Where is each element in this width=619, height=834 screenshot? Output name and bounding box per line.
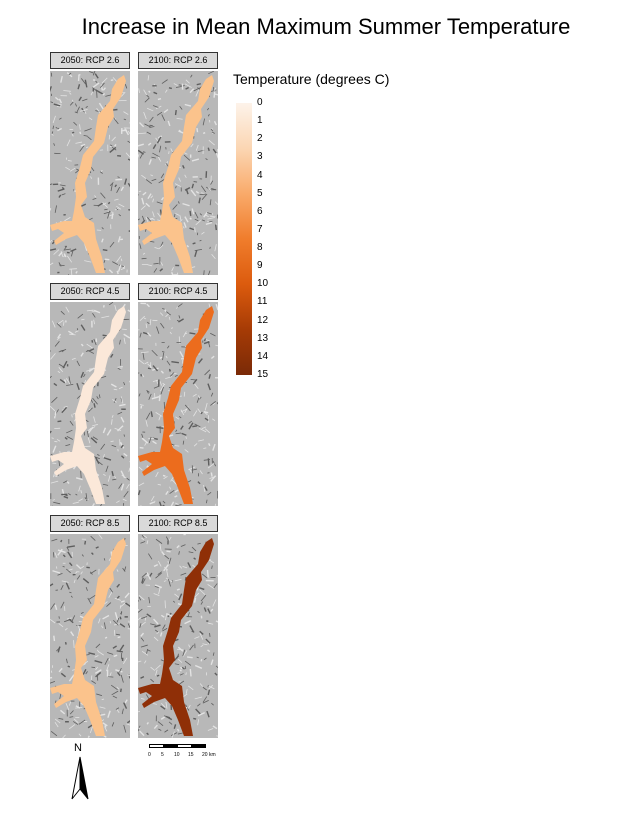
map-title: Increase in Mean Maximum Summer Temperat…	[81, 14, 571, 39]
panel-map-svg	[50, 71, 130, 275]
legend-color-bar	[236, 103, 252, 375]
legend-tick-label: 3	[257, 151, 263, 163]
hillshade-texture	[50, 534, 130, 738]
legend-tick-label: 0	[257, 97, 263, 108]
panel-strip-label: 2100: RCP 8.5	[138, 515, 218, 532]
legend-tick-label: 2	[257, 133, 263, 145]
legend-tick-label: 15	[257, 369, 269, 380]
lake-temperature-area	[138, 306, 214, 504]
panel-map-svg	[50, 302, 130, 506]
legend-tick-label: 13	[257, 332, 269, 344]
scale-label-15: 15	[188, 752, 194, 758]
panel-strip-label: 2100: RCP 4.5	[138, 283, 218, 300]
scale-label-5: 5	[161, 752, 164, 758]
legend-tick-label: 8	[257, 242, 263, 254]
legend-tick-label: 6	[257, 205, 263, 217]
map-2100-rcp26	[138, 71, 218, 275]
map-2100-rcp45	[138, 302, 218, 506]
legend-tick-label: 12	[257, 314, 269, 326]
panel-strip-label: 2050: RCP 8.5	[50, 515, 130, 532]
legend-tick-label: 7	[257, 223, 263, 235]
scale-label-10: 10	[174, 752, 180, 758]
legend-tick-label: 4	[257, 169, 263, 181]
map-2050-rcp26	[50, 71, 130, 275]
panel-strip-label: 2050: RCP 4.5	[50, 283, 130, 300]
lake-temperature-area	[50, 306, 126, 504]
lake-temperature-area	[138, 538, 214, 736]
lake-temperature-area	[50, 538, 126, 736]
legend-tick-label: 5	[257, 187, 263, 199]
panel-map-svg	[138, 302, 218, 506]
north-arrow: N	[70, 742, 96, 802]
scale-bar: 0 5 10 15 20 km	[146, 743, 221, 763]
lake-temperature-area	[138, 75, 214, 273]
map-2100-rcp85	[138, 534, 218, 738]
legend-tick-label: 9	[257, 260, 263, 272]
legend-tick-label: 10	[257, 278, 269, 290]
panel-strip-label: 2100: RCP 2.6	[138, 52, 218, 69]
panel-map-svg	[50, 534, 130, 738]
lake-temperature-area	[50, 75, 126, 273]
map-2050-rcp45	[50, 302, 130, 506]
north-arrow-icon	[71, 756, 89, 800]
north-label: N	[74, 742, 82, 754]
scale-label-0: 0	[148, 752, 151, 758]
legend-tick-label: 1	[257, 115, 263, 127]
panel-map-svg	[138, 534, 218, 738]
panel-map-svg	[138, 71, 218, 275]
scale-bar-graphic	[149, 744, 206, 748]
legend-tick-label: 14	[257, 350, 269, 362]
panel-strip-label: 2050: RCP 2.6	[50, 52, 130, 69]
legend-title: Temperature (degrees C)	[233, 71, 390, 87]
scale-label-20: 20 km	[202, 752, 216, 758]
legend-tick-label: 11	[257, 296, 268, 308]
map-2050-rcp85	[50, 534, 130, 738]
